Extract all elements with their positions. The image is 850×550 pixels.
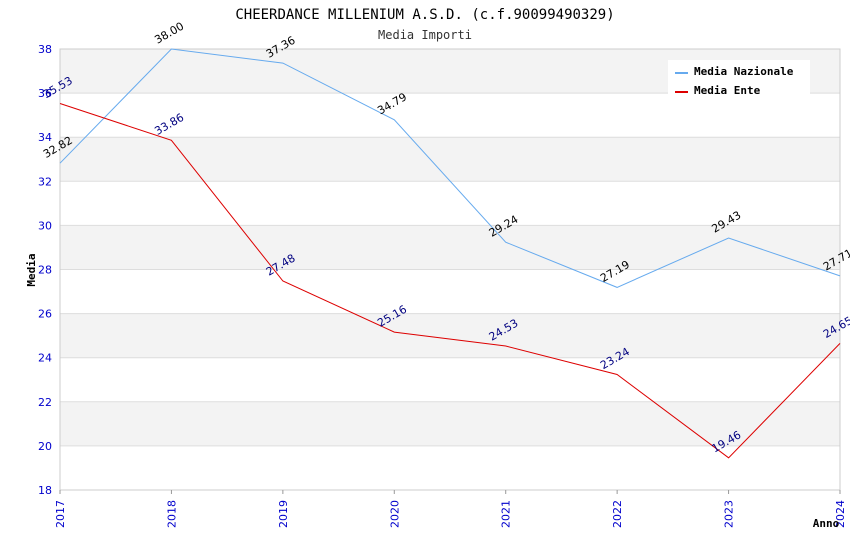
series-lines (59, 48, 841, 459)
data-label: 33.86 (152, 111, 186, 138)
x-tick-label: 2020 (388, 500, 401, 528)
band-20 (60, 401, 840, 446)
y-tick-label: 26 (38, 308, 52, 321)
y-tick-label: 36 (38, 87, 52, 100)
chart-title: CHEERDANCE MILLENIUM A.S.D. (c.f.9009949… (235, 7, 614, 23)
y-axis-label: Media (25, 253, 38, 286)
x-tick-label: 2017 (54, 500, 67, 528)
x-tick-label: 2021 (500, 500, 513, 528)
y-tick-label: 22 (38, 396, 52, 409)
y-tick-label: 28 (38, 264, 52, 277)
x-tick-label: 2023 (723, 500, 736, 528)
legend-label-media-ente: Media Ente (694, 84, 761, 97)
band-28 (60, 225, 840, 270)
y-tick-label: 24 (38, 352, 52, 365)
y-tick-label: 38 (38, 43, 52, 56)
data-label: 35.53 (41, 74, 75, 101)
y-tick-label: 32 (38, 175, 52, 188)
series-line-media-nazionale (59, 48, 841, 288)
x-axis-ticks: 2017 2018 2019 2020 2021 2022 2023 2024 (54, 490, 847, 528)
plot-area-border (59, 48, 841, 491)
y-axis-ticks: 18 20 22 24 26 28 30 32 34 36 38 (38, 43, 52, 497)
x-axis-label: Anno (813, 517, 840, 530)
data-label: 38.00 (152, 20, 186, 47)
x-tick-label: 2018 (165, 500, 178, 528)
band-32 (60, 137, 840, 182)
x-tick-label: 2024 (834, 500, 847, 528)
band-24 (60, 313, 840, 358)
legend-label-media-nazionale: Media Nazionale (694, 65, 794, 78)
y-tick-label: 34 (38, 131, 52, 144)
y-tick-label: 30 (38, 219, 52, 232)
legend: Media Nazionale Media Ente (668, 60, 810, 98)
y-tick-label: 20 (38, 440, 52, 453)
y-tick-label: 18 (38, 484, 52, 497)
x-tick-label: 2022 (611, 500, 624, 528)
chart-subtitle: Media Importi (378, 28, 472, 42)
x-tick-label: 2019 (277, 500, 290, 528)
data-label: 34.79 (375, 90, 409, 117)
legend-box (668, 60, 810, 98)
series-line-media-ente (59, 103, 841, 459)
background-bands (60, 49, 840, 446)
